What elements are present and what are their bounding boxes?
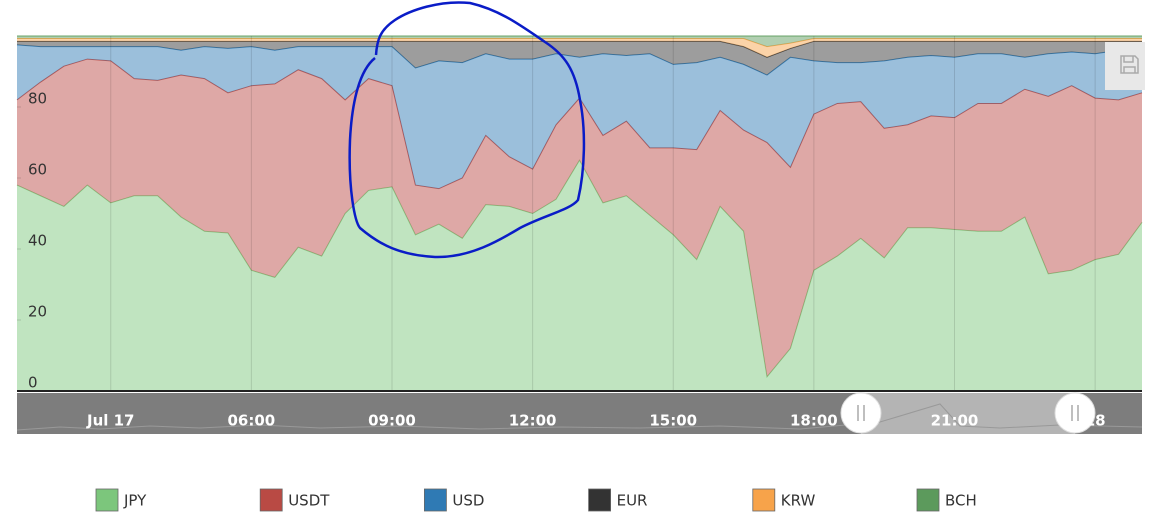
save-icon	[1120, 55, 1139, 74]
y-tick-label: 40	[28, 232, 47, 250]
legend-swatch	[423, 488, 447, 512]
y-tick-label: 20	[28, 303, 47, 321]
legend-label: EUR	[617, 492, 648, 510]
area	[17, 36, 1142, 47]
area-line	[17, 40, 1142, 58]
legend-label: USD	[452, 492, 484, 510]
handle-grip	[857, 405, 865, 421]
handle-grip	[1071, 405, 1079, 421]
legend-swatch	[916, 488, 940, 512]
legend-label: BCH	[945, 492, 977, 510]
x-tick-label: 06:00	[228, 412, 276, 430]
x-tick-label: 12:00	[509, 412, 557, 430]
x-tick-label: Jul 17	[86, 412, 135, 430]
y-tick-label: 80	[28, 90, 47, 108]
legend-label: KRW	[781, 492, 816, 510]
plot-area: 0 20 40 60 80	[16, 35, 1143, 392]
navigator-handle[interactable]	[840, 392, 882, 434]
legend-label: JPY	[123, 492, 147, 510]
legend-swatch	[95, 488, 119, 512]
navigator-selection[interactable]	[861, 393, 1075, 434]
hand-drawn-circle	[348, 1, 586, 259]
navigator-handle[interactable]	[1054, 392, 1096, 434]
x-tick-label: 18:00	[790, 412, 838, 430]
legend-swatch	[752, 488, 776, 512]
navigator-series	[16, 403, 1143, 431]
y-tick-label: 60	[28, 161, 47, 179]
x-tick-label: 15:00	[649, 412, 697, 430]
x-tick-label: 18	[1085, 412, 1106, 430]
area-line	[16, 44, 1142, 76]
legend: JPY USDT USD EUR KRW BCH	[95, 488, 977, 512]
legend-swatch	[259, 488, 283, 512]
area	[17, 41, 1142, 76]
area	[17, 38, 1142, 58]
legend-swatch	[588, 488, 611, 512]
y-tick-label: 0	[28, 374, 38, 392]
x-tick-label: 09:00	[368, 412, 416, 430]
export-button[interactable]	[1105, 42, 1145, 90]
area-line	[17, 37, 1142, 48]
area	[17, 59, 1142, 377]
area	[17, 160, 1142, 391]
x-tick-labels: Jul 17 06:00 09:00 12:00 15:00 18:00 21:00 18	[86, 412, 1106, 430]
navigator	[16, 392, 1143, 434]
button-bg[interactable]	[1105, 42, 1145, 90]
area-line	[16, 159, 1143, 378]
area	[17, 44, 1142, 189]
legend-label: USDT	[288, 492, 330, 510]
x-tick-label: 21:00	[931, 412, 979, 430]
